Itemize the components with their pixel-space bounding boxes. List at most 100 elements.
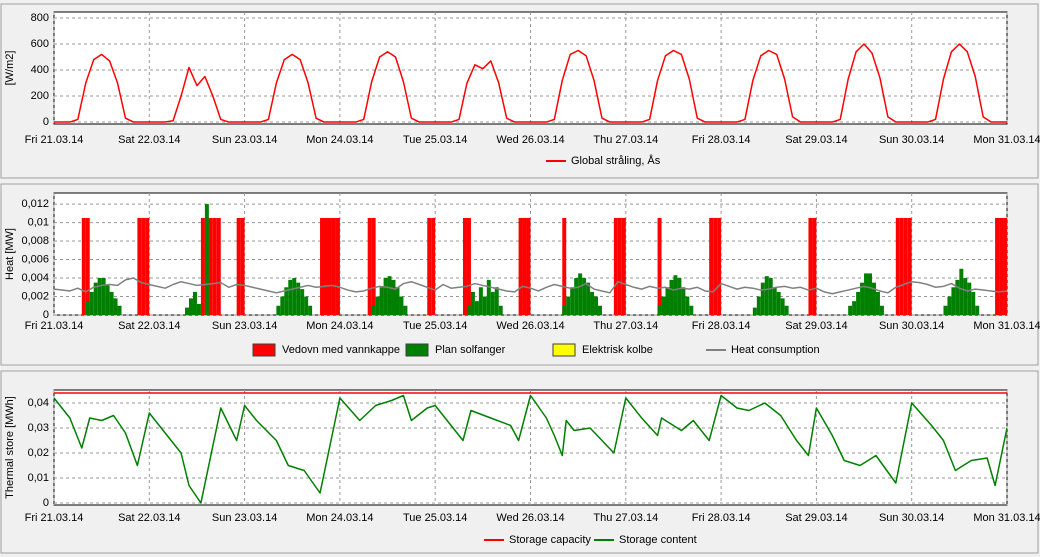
- x-tick-label: Mon 31.03.14: [973, 134, 1040, 146]
- bar: [470, 291, 475, 315]
- bar: [109, 291, 114, 315]
- line: [54, 394, 1007, 504]
- bar: [808, 217, 813, 315]
- bar: [89, 291, 94, 315]
- y-tick-label: 0,012: [21, 198, 49, 210]
- bar: [860, 282, 865, 315]
- bar: [522, 217, 527, 315]
- bar: [613, 217, 618, 315]
- bar: [526, 217, 531, 315]
- bar: [466, 305, 471, 315]
- bar: [875, 291, 880, 315]
- series-group: [54, 392, 1007, 504]
- bar: [586, 282, 591, 315]
- bar: [331, 217, 336, 315]
- bar: [951, 287, 956, 315]
- bar: [482, 296, 487, 315]
- x-tick-label: Mon 31.03.14: [973, 320, 1040, 332]
- x-tick-label: Sun 23.03.14: [212, 320, 277, 332]
- bar: [427, 217, 432, 315]
- bar: [431, 217, 436, 315]
- y-tick-label: 800: [31, 12, 49, 24]
- bar: [324, 217, 328, 315]
- x-tick-label: Mon 24.03.14: [306, 134, 373, 146]
- bar: [971, 291, 976, 315]
- bar: [562, 305, 567, 315]
- bar: [864, 273, 869, 315]
- legend-label: Elektrisk kolbe: [582, 344, 653, 356]
- y-tick-label: 0,04: [28, 397, 49, 409]
- bar: [868, 273, 872, 315]
- bar: [101, 278, 106, 315]
- bar: [192, 291, 197, 315]
- x-tick-label: Sat 29.03.14: [785, 512, 847, 524]
- bar: [578, 273, 583, 315]
- bar: [677, 278, 682, 315]
- bar: [717, 217, 722, 315]
- bar: [276, 305, 281, 315]
- bar: [955, 279, 960, 315]
- bar: [772, 287, 777, 315]
- bar: [498, 305, 503, 315]
- bar: [97, 278, 102, 315]
- bar: [300, 289, 305, 315]
- y-tick-label: 0,03: [28, 422, 49, 434]
- bar: [105, 285, 110, 315]
- x-tick-label: Sat 29.03.14: [785, 320, 847, 332]
- bar: [621, 217, 626, 315]
- bar: [665, 287, 670, 315]
- y-tick-label: 0,01: [28, 472, 49, 484]
- x-tick-label: Fri 21.03.14: [25, 512, 84, 524]
- bar: [1003, 217, 1007, 315]
- y-tick-label: 0,006: [21, 253, 49, 265]
- bar: [371, 217, 376, 315]
- bar: [391, 279, 396, 315]
- bar: [395, 287, 400, 315]
- bar: [764, 276, 769, 315]
- x-tick-label: Fri 21.03.14: [25, 320, 84, 332]
- bar: [200, 217, 205, 315]
- bar: [570, 287, 575, 315]
- bar: [566, 296, 571, 315]
- x-tick-label: Thu 27.03.14: [593, 320, 658, 332]
- bar: [895, 217, 900, 315]
- bar: [288, 279, 293, 315]
- bar: [292, 278, 297, 315]
- bar: [995, 217, 1000, 315]
- bar: [478, 287, 483, 315]
- x-tick-label: Wed 26.03.14: [496, 320, 564, 332]
- bar: [657, 305, 662, 315]
- bar: [947, 296, 952, 315]
- x-tick-label: Sun 30.03.14: [879, 134, 944, 146]
- bar: [903, 217, 908, 315]
- bar: [673, 275, 678, 315]
- bar: [85, 217, 90, 315]
- line: [54, 277, 1007, 295]
- bar: [594, 296, 599, 315]
- x-tick-label: Sat 22.03.14: [118, 320, 180, 332]
- legend-swatch: [252, 343, 276, 357]
- bar: [189, 298, 193, 315]
- y-tick-label: 0: [43, 116, 49, 128]
- y-tick-label: 400: [31, 64, 49, 76]
- legend-swatch: [405, 343, 429, 357]
- x-tick-label: Mon 24.03.14: [306, 512, 373, 524]
- bar: [85, 301, 90, 315]
- bar: [208, 217, 213, 315]
- bar: [474, 301, 479, 315]
- bar: [768, 278, 773, 315]
- x-tick-label: Fri 21.03.14: [25, 134, 84, 146]
- y-tick-label: 0,008: [21, 235, 49, 247]
- bar: [335, 217, 340, 315]
- y-tick-label: 0,002: [21, 290, 49, 302]
- bar: [280, 296, 285, 315]
- bar: [959, 268, 964, 315]
- y-tick-label: 200: [31, 90, 49, 102]
- bar: [117, 305, 122, 315]
- bar: [379, 287, 384, 315]
- bar: [320, 217, 325, 315]
- x-tick-label: Tue 25.03.14: [403, 320, 467, 332]
- bar: [574, 278, 579, 315]
- y-tick-label: 600: [31, 38, 49, 50]
- bar: [327, 217, 332, 315]
